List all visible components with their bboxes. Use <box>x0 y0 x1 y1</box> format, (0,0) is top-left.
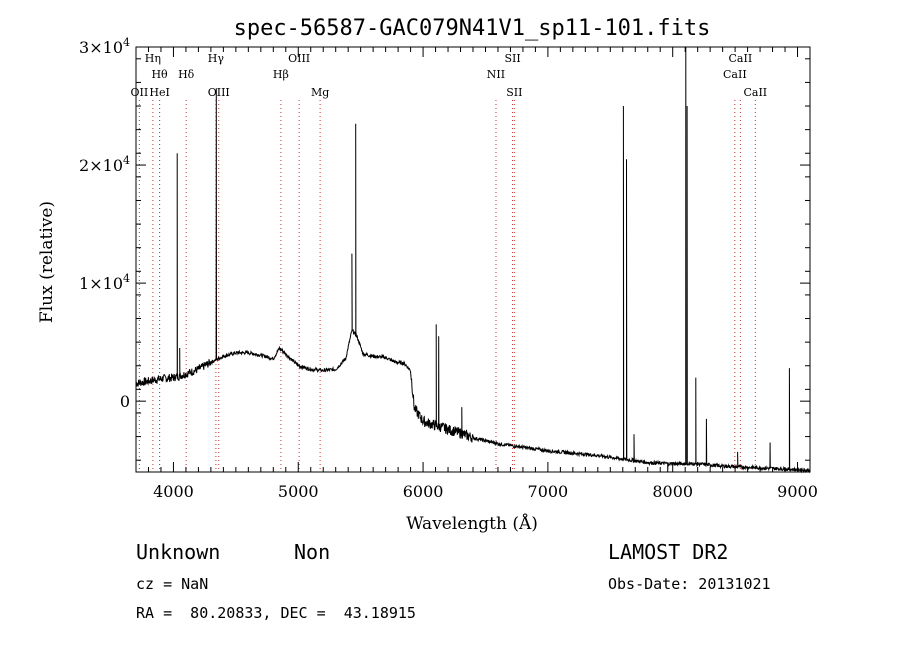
x-tick-label: 9000 <box>777 482 818 501</box>
reference-line-label: NII <box>487 68 505 81</box>
reference-line-label: OII <box>131 86 149 99</box>
reference-lines: OIIHηHθHeIHδHγOIIIHβOIIIMgNIISIISIICaIIC… <box>131 52 767 472</box>
y-tick-label: 0 <box>120 392 130 411</box>
radec-label: RA = 80.20833, DEC = 43.18915 <box>136 604 416 622</box>
x-tick-label: 8000 <box>652 482 693 501</box>
x-axis: 4000 5000 6000 7000 8000 9000 <box>147 47 818 501</box>
y-tick-label: 1×104 <box>79 272 130 293</box>
subclass-label: Non <box>294 540 331 564</box>
y-tick-label: 3×104 <box>79 36 130 57</box>
reference-line-label: OIII <box>208 86 230 99</box>
survey-label: LAMOST DR2 <box>608 540 729 564</box>
x-tick-label: 5000 <box>278 482 319 501</box>
x-axis-label: Wavelength (Å) <box>406 513 538 534</box>
y-axis-label: Flux (relative) <box>37 201 57 323</box>
x-tick-label: 7000 <box>528 482 569 501</box>
spectrum-series <box>135 46 811 474</box>
reference-line-label: SII <box>504 52 520 65</box>
reference-line-label: HeI <box>149 86 169 99</box>
reference-line-label: Hη <box>145 52 161 65</box>
plot-frame <box>135 46 811 473</box>
chart-title: spec-56587-GAC079N41V1_sp11-101.fits <box>234 16 711 41</box>
reference-line-label: Hβ <box>273 68 289 81</box>
reference-line-label: Hγ <box>208 52 225 65</box>
x-tick-label: 6000 <box>403 482 444 501</box>
y-axis: 0 1×104 2×104 3×104 <box>79 36 810 461</box>
class-label: Unknown <box>136 540 221 564</box>
reference-line-label: CaII <box>723 68 747 81</box>
spectrum-line <box>135 46 811 474</box>
cz-label: cz = NaN <box>136 575 209 593</box>
reference-line-label: Hθ <box>151 68 168 81</box>
reference-line-label: CaII <box>743 86 767 99</box>
reference-line-label: Hδ <box>178 68 195 81</box>
obs-date-label: Obs-Date: 20131021 <box>608 575 771 593</box>
y-tick-label: 2×104 <box>79 154 130 175</box>
reference-line-label: CaII <box>729 52 753 65</box>
reference-line-label: OIII <box>288 52 310 65</box>
reference-line-label: Mg <box>311 86 329 99</box>
x-tick-label: 4000 <box>153 482 194 501</box>
reference-line-label: SII <box>506 86 522 99</box>
